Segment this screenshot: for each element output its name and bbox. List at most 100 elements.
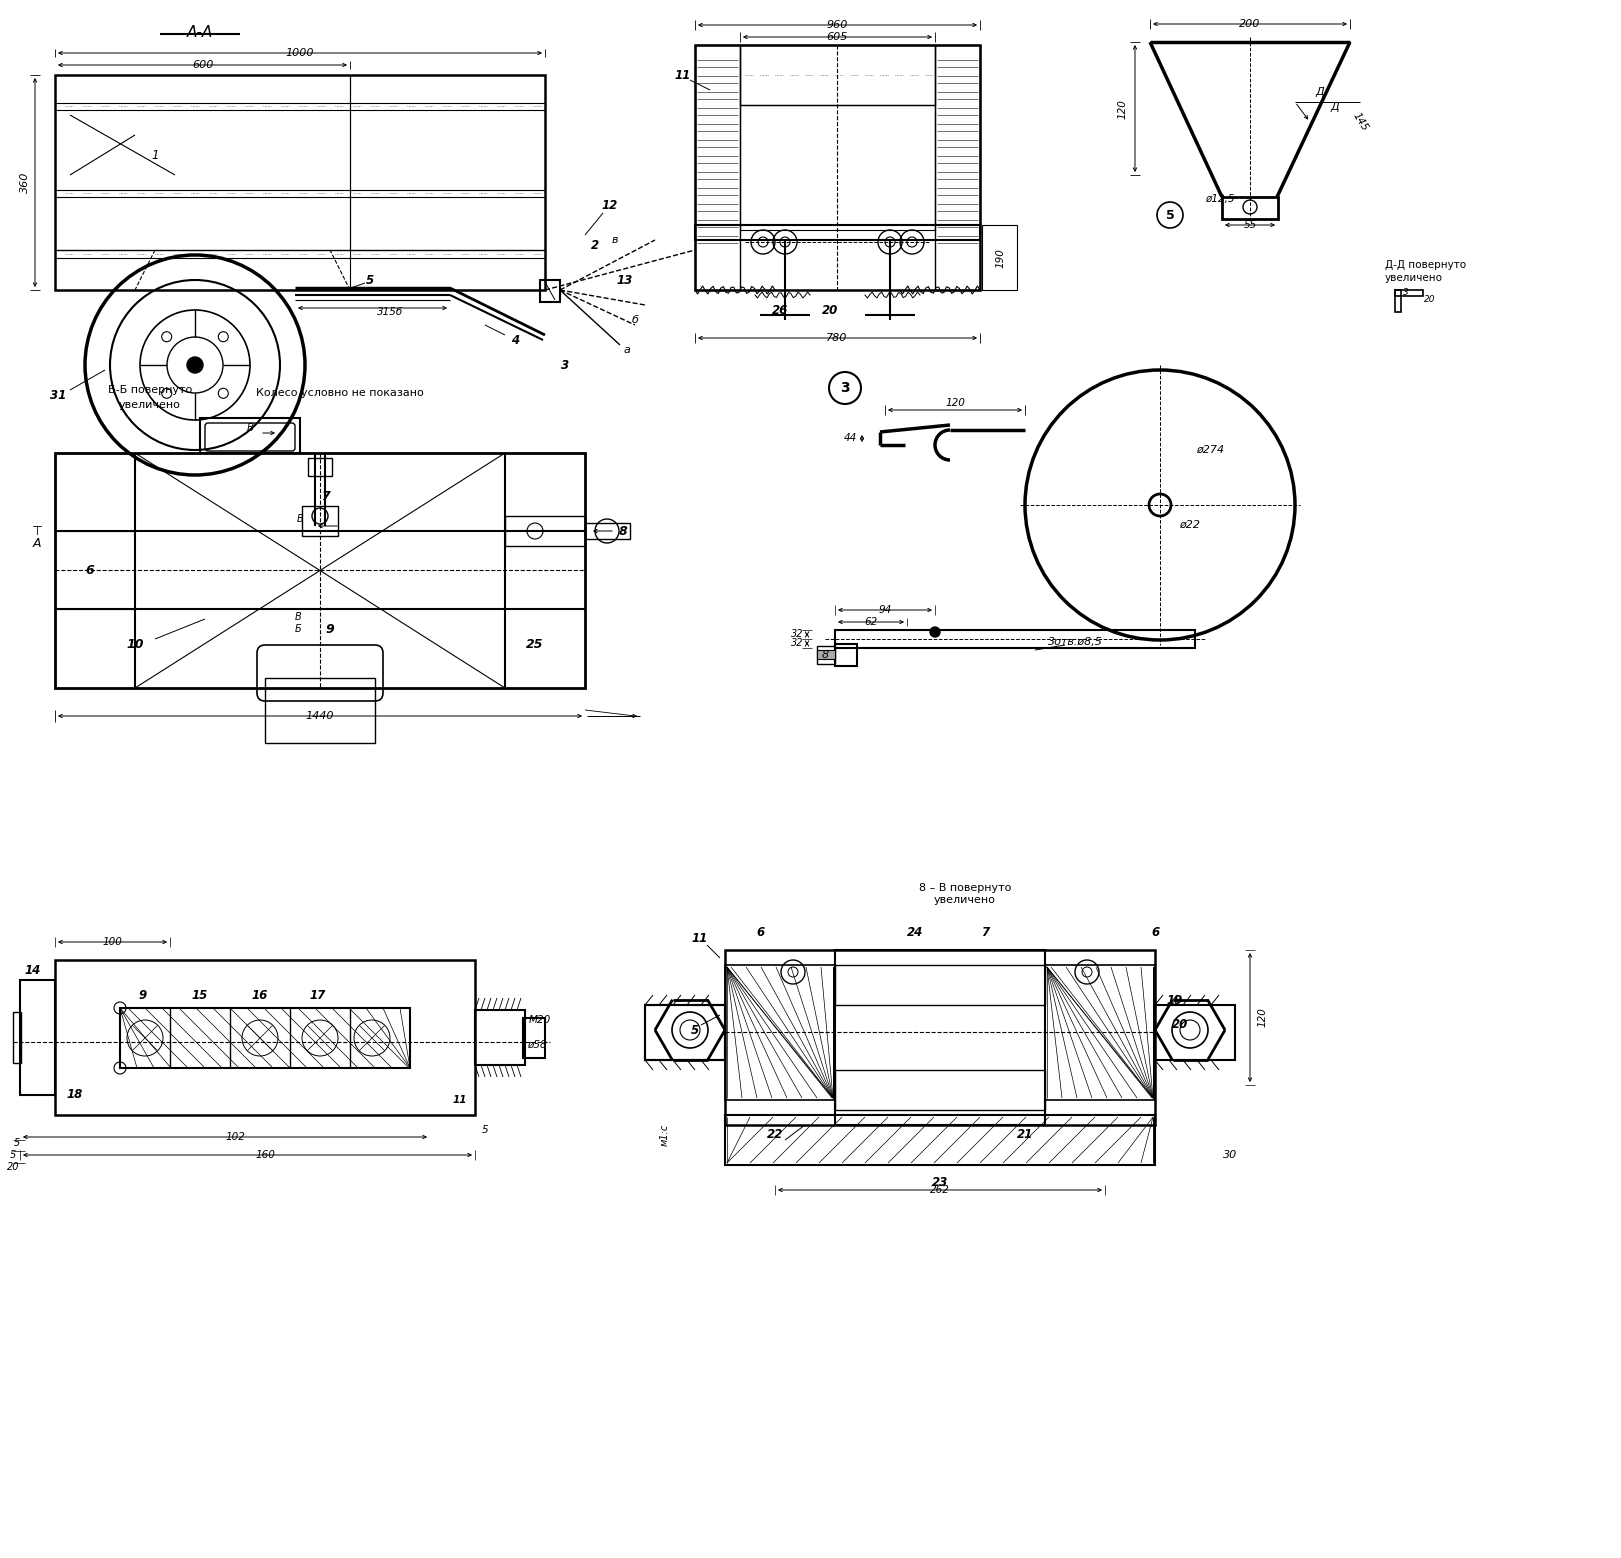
Text: 5: 5 xyxy=(481,1125,488,1134)
Text: 21: 21 xyxy=(1016,1128,1033,1142)
Bar xyxy=(1396,290,1401,312)
Text: 4: 4 xyxy=(511,333,519,346)
Bar xyxy=(741,104,935,231)
Bar xyxy=(55,75,545,290)
Bar xyxy=(725,1116,1156,1165)
Text: 25: 25 xyxy=(527,637,543,651)
Text: 605: 605 xyxy=(827,33,848,42)
Text: Д: Д xyxy=(1316,87,1324,97)
Text: Б: Б xyxy=(295,625,302,634)
Bar xyxy=(524,1017,545,1058)
Text: 31: 31 xyxy=(50,388,66,402)
Text: 200: 200 xyxy=(1240,19,1261,30)
Text: 5: 5 xyxy=(366,274,374,287)
Text: 8 – В повернуто: 8 – В повернуто xyxy=(919,883,1012,893)
Text: Д-Д повернуто: Д-Д повернуто xyxy=(1384,260,1465,270)
Text: 3отв.ø8,5: 3отв.ø8,5 xyxy=(1047,637,1102,647)
Text: 145: 145 xyxy=(1350,111,1370,132)
Text: увеличено: увеличено xyxy=(1384,273,1443,284)
Text: 100: 100 xyxy=(102,936,122,947)
Bar xyxy=(835,629,1195,648)
Text: 10: 10 xyxy=(126,637,144,651)
Text: 13: 13 xyxy=(618,274,634,287)
Text: 55: 55 xyxy=(1243,220,1256,231)
Text: в: в xyxy=(611,235,618,245)
Text: 9: 9 xyxy=(326,623,334,636)
Text: Б-Б повернуто: Б-Б повернуто xyxy=(109,385,193,396)
Bar xyxy=(13,1013,21,1063)
Text: 20: 20 xyxy=(6,1162,19,1172)
Bar xyxy=(55,453,585,689)
Text: А: А xyxy=(32,536,41,550)
Text: 26: 26 xyxy=(772,304,788,316)
Text: 7: 7 xyxy=(981,925,989,938)
Text: 6: 6 xyxy=(1151,925,1159,938)
Text: ø12,5: ø12,5 xyxy=(1206,195,1235,204)
Text: 9: 9 xyxy=(139,988,148,1002)
Text: 6: 6 xyxy=(755,925,763,938)
Bar xyxy=(308,458,332,477)
Text: 5: 5 xyxy=(15,1137,19,1148)
Text: 16: 16 xyxy=(251,988,267,1002)
Bar xyxy=(817,650,835,659)
Text: 5: 5 xyxy=(1165,209,1174,221)
Text: 11: 11 xyxy=(674,69,691,81)
Text: 1440: 1440 xyxy=(306,710,334,721)
Text: 22: 22 xyxy=(767,1128,783,1142)
Text: 30: 30 xyxy=(1222,1150,1237,1161)
Text: Колесо условно не показано: Колесо условно не показано xyxy=(256,388,423,397)
Text: 44: 44 xyxy=(843,433,856,442)
Bar xyxy=(695,45,741,290)
Text: 360: 360 xyxy=(19,171,31,193)
Text: В: В xyxy=(246,424,253,433)
Text: 5: 5 xyxy=(691,1024,699,1036)
Text: 600: 600 xyxy=(193,61,214,70)
Text: 3: 3 xyxy=(840,382,849,396)
Text: 20: 20 xyxy=(1172,1019,1188,1031)
Text: 5: 5 xyxy=(10,1150,16,1161)
Text: 102: 102 xyxy=(225,1133,245,1142)
Text: 120: 120 xyxy=(945,397,964,408)
Text: 262: 262 xyxy=(930,1186,950,1195)
Bar xyxy=(725,950,1156,1125)
Bar xyxy=(835,643,858,665)
Text: 11: 11 xyxy=(692,932,708,944)
Bar xyxy=(120,1008,410,1067)
Bar xyxy=(302,506,339,536)
Text: 6: 6 xyxy=(86,564,94,576)
Text: 160: 160 xyxy=(254,1150,276,1161)
Text: ø22: ø22 xyxy=(1180,520,1201,530)
Text: 32: 32 xyxy=(791,629,804,639)
Text: ø58: ø58 xyxy=(527,1041,546,1050)
Bar xyxy=(1156,1005,1235,1059)
Text: А-А: А-А xyxy=(186,25,212,39)
Text: 780: 780 xyxy=(827,333,848,343)
Bar xyxy=(695,224,981,240)
Text: 20: 20 xyxy=(1425,294,1436,304)
Bar xyxy=(835,964,1046,1005)
Text: увеличено: увеличено xyxy=(934,894,995,905)
Text: 18: 18 xyxy=(66,1089,83,1102)
Text: 1000: 1000 xyxy=(285,48,314,58)
Text: 11: 11 xyxy=(452,1095,467,1105)
Bar xyxy=(475,1010,525,1066)
Bar xyxy=(585,523,631,539)
Bar xyxy=(817,647,835,664)
Bar xyxy=(19,980,55,1095)
Text: а: а xyxy=(624,344,631,355)
Text: 32: 32 xyxy=(791,637,804,648)
Text: 3: 3 xyxy=(561,358,569,371)
Text: ⊤: ⊤ xyxy=(31,525,42,538)
Bar xyxy=(835,950,1046,1125)
Text: м1:с: м1:с xyxy=(660,1123,669,1147)
Bar xyxy=(55,960,475,1116)
Bar xyxy=(725,964,835,1100)
Text: М20: М20 xyxy=(528,1014,551,1025)
Bar xyxy=(199,418,300,453)
Text: 960: 960 xyxy=(827,20,848,30)
Bar xyxy=(506,516,585,545)
Text: 62: 62 xyxy=(864,617,877,626)
Bar xyxy=(1046,964,1156,1100)
Text: 23: 23 xyxy=(932,1176,948,1189)
Text: 2: 2 xyxy=(592,238,600,251)
